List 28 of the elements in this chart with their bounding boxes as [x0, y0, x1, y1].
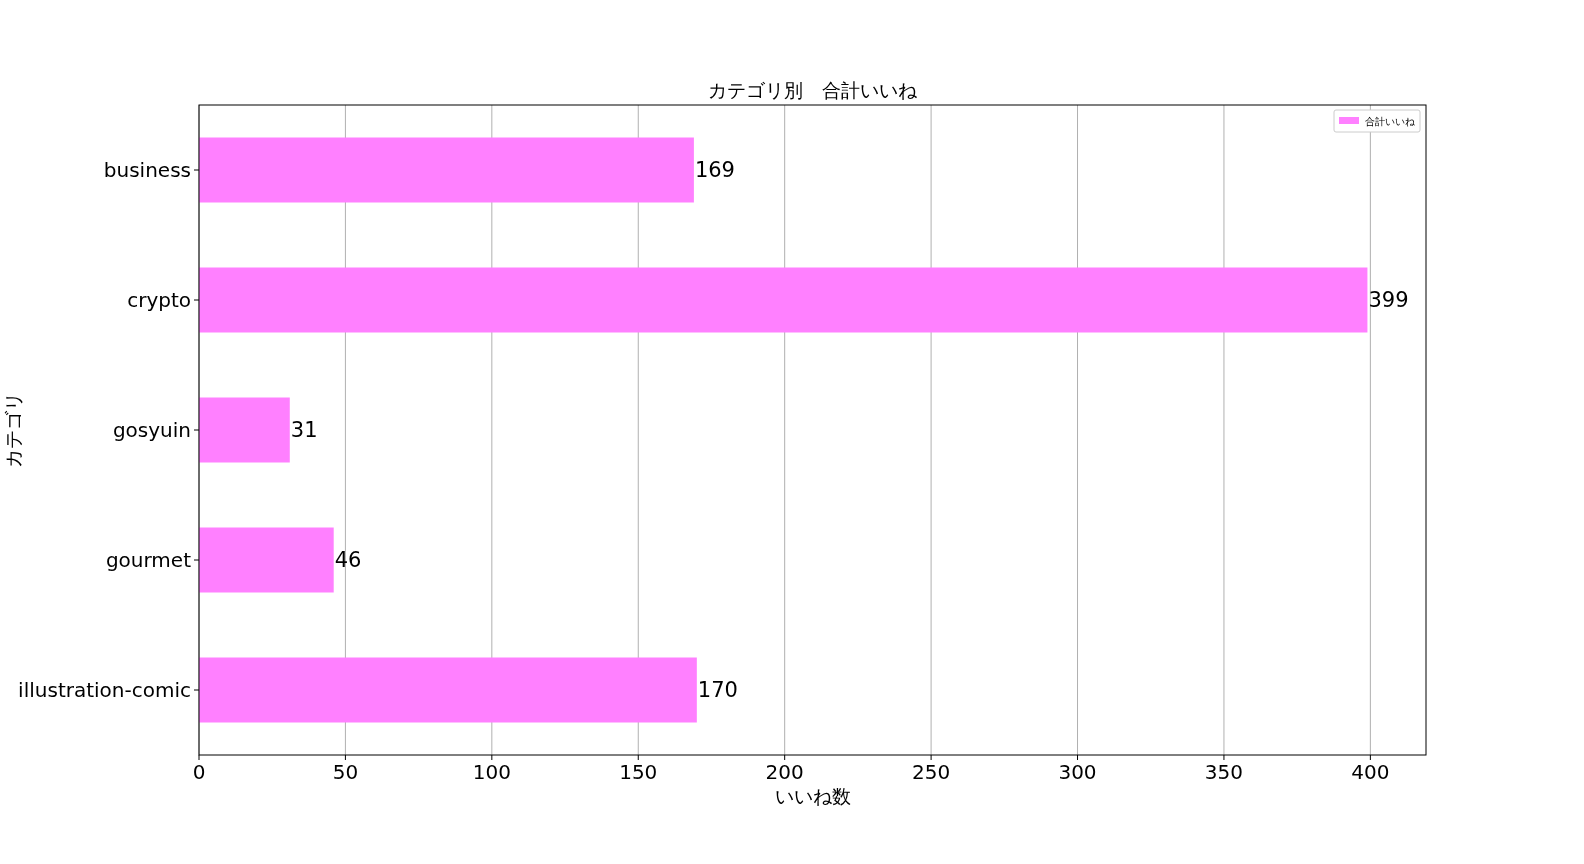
x-tick-label: 400: [1351, 760, 1390, 784]
y-tick-label: business: [103, 158, 191, 182]
y-tick-label: gosyuin: [112, 418, 191, 442]
y-axis-title: カテゴリ: [2, 392, 24, 468]
data-label: 31: [290, 418, 318, 442]
bar: [199, 267, 1368, 333]
x-tick-label: 200: [765, 760, 804, 784]
legend-label: 合計いいね: [1365, 115, 1416, 127]
data-label: 46: [334, 548, 362, 572]
y-tick-label: crypto: [127, 288, 191, 312]
x-tick-label: 0: [192, 760, 206, 784]
chart-title: カテゴリ別 合計いいね: [708, 79, 918, 101]
x-tick-label: 50: [332, 760, 359, 784]
data-label: 170: [697, 678, 738, 702]
y-tick-label: illustration-comic: [18, 678, 191, 702]
bar: [199, 137, 694, 203]
data-label: 169: [694, 158, 735, 182]
data-label: 399: [1368, 288, 1409, 312]
y-tick-label: gourmet: [105, 548, 192, 572]
x-tick-label: 250: [912, 760, 951, 784]
x-tick-label: 150: [619, 760, 658, 784]
bar: [199, 657, 697, 723]
x-tick-label: 300: [1058, 760, 1097, 784]
x-tick-label: 350: [1204, 760, 1244, 784]
bar: [199, 397, 290, 463]
x-tick-label: 100: [472, 760, 511, 784]
bar: [199, 527, 334, 593]
x-axis-title: いいね数: [774, 785, 851, 807]
